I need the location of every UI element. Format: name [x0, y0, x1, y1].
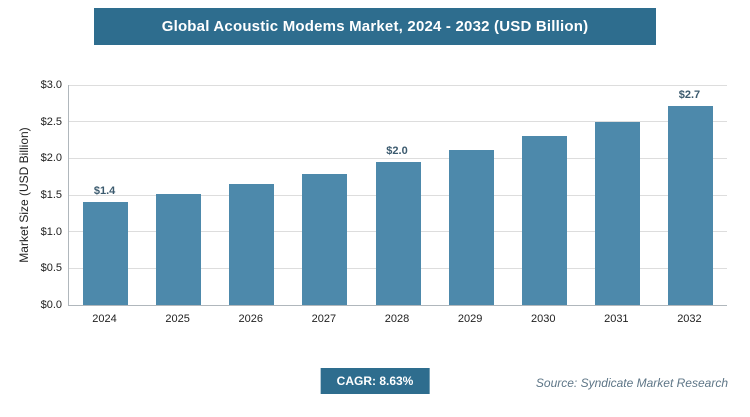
y-tick-label: $1.5 [40, 189, 62, 201]
bar-chart: Market Size (USD Billion) $0.0 $0.5 $1.0 $1… [0, 60, 750, 350]
x-tick-label: 2030 [530, 313, 556, 325]
y-tick-label: $2.0 [40, 152, 62, 165]
x-tick-label: 2029 [457, 313, 483, 325]
x-tick-label: 2028 [384, 313, 410, 325]
chart-title: Global Acoustic Modems Market, 2024 - 20… [161, 18, 589, 35]
bar-2030 [521, 136, 567, 305]
cagr-badge: CAGR: 8.63% [320, 368, 430, 394]
y-tick-label: $3.0 [40, 79, 62, 91]
gridline [69, 84, 727, 86]
x-tick-label: 2026 [238, 313, 263, 325]
x-tick-label: 2027 [311, 313, 337, 325]
y-tick-label: $1.0 [40, 225, 62, 238]
chart-title-banner: Global Acoustic Modems Market, 2024 - 20… [94, 8, 656, 45]
plot-area [68, 84, 727, 306]
bar-2025 [156, 193, 202, 305]
x-tick-label: 2025 [165, 313, 190, 325]
bar-2026 [229, 184, 275, 305]
bar-2029 [448, 149, 494, 305]
bar-2031 [594, 121, 640, 305]
y-tick-label: $0.0 [40, 299, 62, 311]
bar-2024 [83, 202, 129, 305]
bar-value-label: $1.4 [93, 185, 116, 198]
bar-2028 [375, 162, 421, 305]
x-tick-label: 2024 [92, 313, 117, 325]
x-tick-label: 2031 [604, 313, 629, 325]
bar-value-label: $2.7 [678, 89, 701, 102]
bar-2032 [667, 106, 713, 305]
bar-2027 [302, 173, 348, 305]
source-attribution: Source: Syndicate Market Research [535, 376, 728, 390]
gridline [69, 121, 727, 123]
bar-value-label: $2.0 [386, 145, 408, 157]
x-tick-label: 2032 [677, 313, 702, 325]
y-tick-label: $2.5 [40, 115, 62, 128]
gridline [69, 157, 727, 159]
y-tick-label: $0.5 [40, 262, 62, 275]
